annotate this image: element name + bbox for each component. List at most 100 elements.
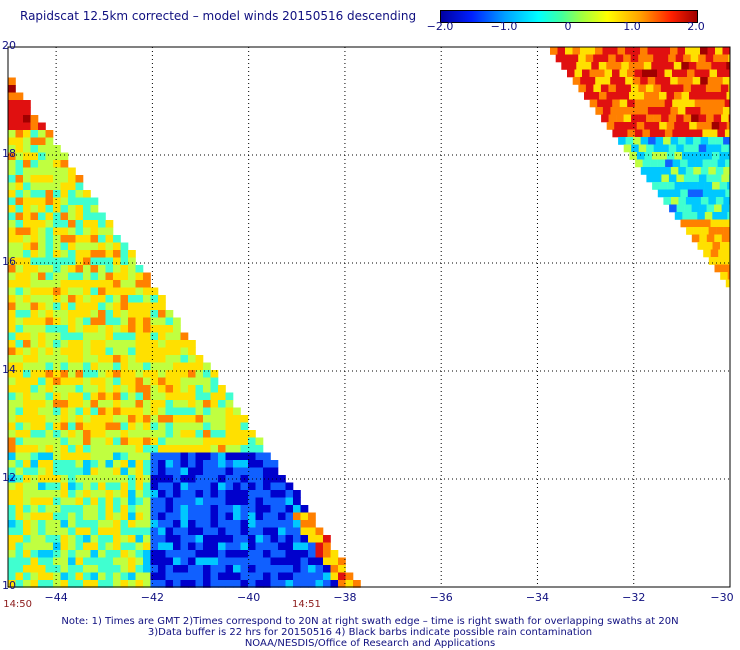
wind-cell xyxy=(563,54,571,63)
wind-cell xyxy=(686,227,694,235)
wind-cell xyxy=(165,362,174,371)
wind-cell xyxy=(23,512,31,521)
wind-cell xyxy=(263,535,271,543)
wind-cell xyxy=(15,370,24,378)
wind-cell xyxy=(143,332,151,341)
wind-cell xyxy=(68,400,76,408)
wind-cell xyxy=(30,512,39,521)
wind-cell xyxy=(248,565,256,573)
wind-cell xyxy=(270,490,279,498)
wind-cell xyxy=(233,520,241,528)
wind-cell xyxy=(30,272,39,281)
wind-cell xyxy=(659,152,668,160)
wind-cell xyxy=(45,235,54,243)
wind-cell xyxy=(23,100,31,108)
wind-cell xyxy=(90,265,99,273)
wind-cell xyxy=(113,527,121,536)
wind-cell xyxy=(210,437,219,446)
wind-cell xyxy=(45,490,54,498)
wind-cell xyxy=(83,220,91,228)
wind-cell xyxy=(285,482,294,491)
wind-cell xyxy=(53,175,61,183)
wind-cell xyxy=(293,520,301,528)
wind-cell xyxy=(8,295,16,303)
wind-cell xyxy=(113,437,121,446)
wind-cell xyxy=(645,84,654,93)
wind-cell xyxy=(45,212,54,221)
wind-cell xyxy=(150,580,159,588)
wind-cell xyxy=(75,557,84,566)
wind-cell xyxy=(83,250,91,258)
wind-cell xyxy=(725,189,731,198)
wind-cell xyxy=(60,362,69,371)
wind-cell xyxy=(143,520,151,528)
wind-cell xyxy=(203,400,211,408)
wind-cell xyxy=(180,332,189,341)
wind-cell xyxy=(150,332,159,341)
wind-cell xyxy=(8,565,16,573)
wind-cell xyxy=(165,527,174,536)
wind-cell xyxy=(120,385,129,393)
wind-cell xyxy=(248,445,256,453)
wind-cell xyxy=(188,475,196,483)
wind-cell xyxy=(218,445,226,453)
wind-cell xyxy=(602,107,611,115)
wind-cell xyxy=(278,557,286,566)
wind-cell xyxy=(143,385,151,393)
wind-cell xyxy=(203,580,211,588)
wind-cell xyxy=(143,437,151,446)
wind-cell xyxy=(90,580,99,588)
wind-cell xyxy=(38,227,46,236)
wind-cell xyxy=(105,302,114,311)
wind-cell xyxy=(68,467,76,476)
wind-cell xyxy=(15,287,24,296)
wind-cell xyxy=(240,520,249,528)
wind-cell xyxy=(38,287,46,296)
wind-cell xyxy=(15,520,24,528)
wind-cell xyxy=(270,460,279,468)
wind-cell xyxy=(75,377,84,386)
wind-cell xyxy=(23,490,31,498)
wind-cell xyxy=(120,445,129,453)
wind-cell xyxy=(90,235,99,243)
wind-cell xyxy=(225,497,234,506)
wind-cell xyxy=(616,114,624,123)
wind-cell xyxy=(90,497,99,506)
wind-cell xyxy=(15,355,24,363)
wind-cell xyxy=(636,122,645,130)
wind-cell xyxy=(60,257,69,266)
wind-cell xyxy=(90,445,99,453)
wind-cell xyxy=(38,580,46,588)
wind-cell xyxy=(8,160,16,168)
wind-cell xyxy=(90,340,99,348)
wind-cell xyxy=(188,542,196,551)
wind-cell xyxy=(53,265,61,273)
wind-cell xyxy=(681,92,690,100)
wind-cell xyxy=(721,204,730,213)
wind-cell xyxy=(589,69,598,78)
wind-cell xyxy=(75,475,84,483)
wind-cell xyxy=(23,377,31,386)
map-title: Rapidscat 12.5km corrected – model winds… xyxy=(20,9,417,23)
colorbar xyxy=(440,10,698,23)
wind-cell xyxy=(30,497,39,506)
wind-cell xyxy=(587,47,596,55)
wind-cell xyxy=(68,257,76,266)
wind-cell xyxy=(45,340,54,348)
wind-cell xyxy=(143,565,151,573)
wind-cell xyxy=(659,122,667,130)
wind-cell xyxy=(687,189,696,198)
wind-cell xyxy=(143,445,151,453)
wind-cell xyxy=(678,197,687,205)
wind-cell xyxy=(233,580,241,588)
wind-cell xyxy=(135,340,144,348)
wind-cell xyxy=(90,302,99,311)
wind-cell xyxy=(158,392,166,401)
wind-cell xyxy=(173,542,181,551)
wind-cell xyxy=(203,445,211,453)
wind-cell xyxy=(203,497,211,506)
wind-cell xyxy=(634,69,643,78)
wind-cell xyxy=(150,505,159,513)
wind-cell xyxy=(38,257,46,266)
wind-cell xyxy=(113,265,121,273)
